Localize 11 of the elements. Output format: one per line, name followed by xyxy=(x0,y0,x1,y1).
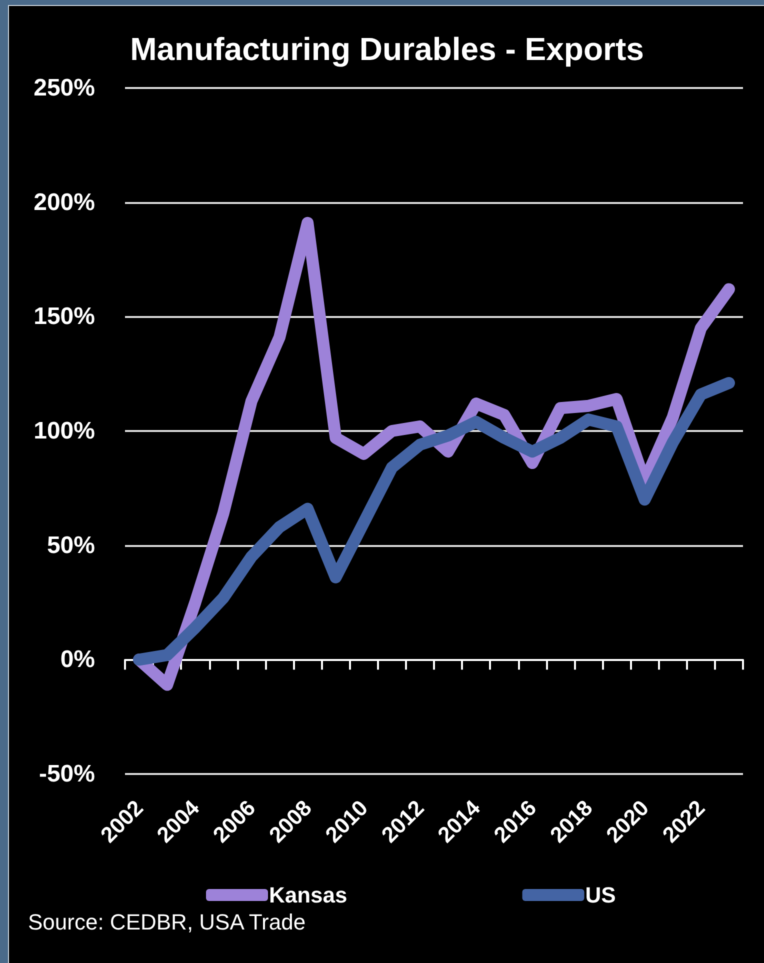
y-tick-label: 150% xyxy=(34,303,95,330)
source-note: Source: CEDBR, USA Trade xyxy=(28,910,306,934)
y-tick-label: -50% xyxy=(38,760,95,788)
y-tick-label: 100% xyxy=(34,418,95,444)
y-tick-label: 50% xyxy=(46,532,95,559)
legend-label: US xyxy=(585,882,616,908)
y-tick-label: 200% xyxy=(34,188,95,216)
chart-title: Manufacturing Durables - Exports xyxy=(130,31,644,67)
y-tick-label: 0% xyxy=(60,646,95,674)
legend-label: Kansas xyxy=(269,882,348,908)
y-tick-label: 250% xyxy=(34,74,95,102)
